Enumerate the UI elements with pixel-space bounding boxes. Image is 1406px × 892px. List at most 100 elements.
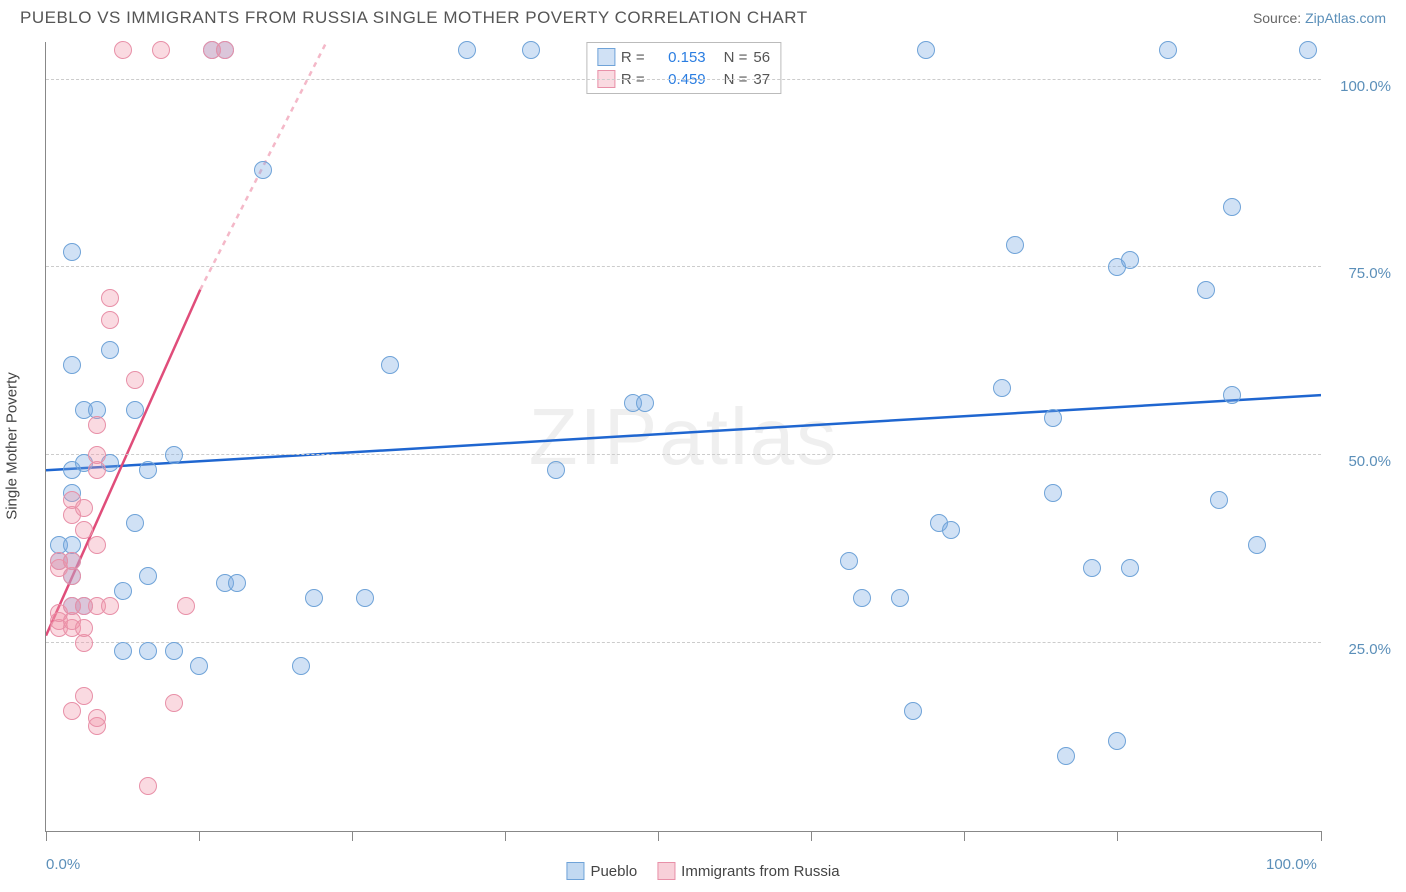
data-point [254,161,272,179]
x-tick [352,831,353,841]
data-point [228,574,246,592]
data-point [126,401,144,419]
data-point [1121,559,1139,577]
data-point [126,371,144,389]
trend-lines-overlay [46,42,1321,831]
x-tick [505,831,506,841]
data-point [636,394,654,412]
data-point [853,589,871,607]
data-point [139,777,157,795]
series-legend: Pueblo Immigrants from Russia [566,862,839,880]
data-point [1083,559,1101,577]
legend-swatch [657,862,675,880]
gridline [46,454,1321,455]
chart-title: PUEBLO VS IMMIGRANTS FROM RUSSIA SINGLE … [20,8,808,28]
data-point [1044,409,1062,427]
legend-item: Immigrants from Russia [657,862,839,880]
data-point [63,552,81,570]
source-prefix: Source: [1253,10,1305,26]
x-tick-label: 0.0% [46,856,80,873]
gridline [46,642,1321,643]
data-point [305,589,323,607]
data-point [114,41,132,59]
data-point [1108,732,1126,750]
data-point [63,243,81,261]
data-point [139,567,157,585]
data-point [522,41,540,59]
n-label: N = [724,49,748,66]
x-tick-label: 100.0% [1266,856,1317,873]
y-axis-label: Single Mother Poverty [4,372,21,520]
data-point [904,702,922,720]
y-tick-label: 25.0% [1348,641,1391,658]
data-point [101,311,119,329]
data-point [993,379,1011,397]
data-point [1057,747,1075,765]
x-tick [46,831,47,841]
data-point [126,514,144,532]
data-point [547,461,565,479]
data-point [190,657,208,675]
data-point [840,552,858,570]
data-point [1197,281,1215,299]
data-point [1210,491,1228,509]
data-point [139,642,157,660]
data-point [101,597,119,615]
data-point [88,446,106,464]
data-point [1299,41,1317,59]
y-tick-label: 50.0% [1348,453,1391,470]
data-point [1223,198,1241,216]
data-point [1121,251,1139,269]
data-point [165,694,183,712]
x-tick [811,831,812,841]
data-point [917,41,935,59]
correlation-legend: R =0.153N =56R =0.459N =37 [586,42,781,94]
data-point [88,536,106,554]
data-point [101,289,119,307]
data-point [458,41,476,59]
data-point [152,41,170,59]
data-point [381,356,399,374]
data-point [75,499,93,517]
data-point [1044,484,1062,502]
data-point [356,589,374,607]
data-point [75,687,93,705]
data-point [1248,536,1266,554]
data-point [88,416,106,434]
x-tick [1321,831,1322,841]
legend-swatch [566,862,584,880]
x-tick [199,831,200,841]
legend-row: R =0.153N =56 [597,46,770,68]
source-link[interactable]: ZipAtlas.com [1305,10,1386,26]
data-point [165,642,183,660]
x-tick [964,831,965,841]
y-tick-label: 75.0% [1348,265,1391,282]
data-point [101,341,119,359]
data-point [63,702,81,720]
data-point [75,521,93,539]
data-point [114,642,132,660]
data-point [114,582,132,600]
data-point [139,461,157,479]
legend-label: Pueblo [590,863,637,880]
watermark: ZIPatlas [529,391,838,483]
y-tick-label: 100.0% [1340,78,1391,95]
source-attribution: Source: ZipAtlas.com [1253,10,1386,26]
x-tick [1117,831,1118,841]
r-value: 0.153 [651,49,706,66]
data-point [177,597,195,615]
data-point [75,619,93,637]
data-point [1223,386,1241,404]
legend-label: Immigrants from Russia [681,863,839,880]
header: PUEBLO VS IMMIGRANTS FROM RUSSIA SINGLE … [0,0,1406,32]
data-point [165,446,183,464]
data-point [942,521,960,539]
data-point [1006,236,1024,254]
data-point [1159,41,1177,59]
legend-item: Pueblo [566,862,637,880]
data-point [88,709,106,727]
n-value: 56 [753,49,770,66]
legend-swatch [597,48,615,66]
gridline [46,79,1321,80]
x-tick [658,831,659,841]
